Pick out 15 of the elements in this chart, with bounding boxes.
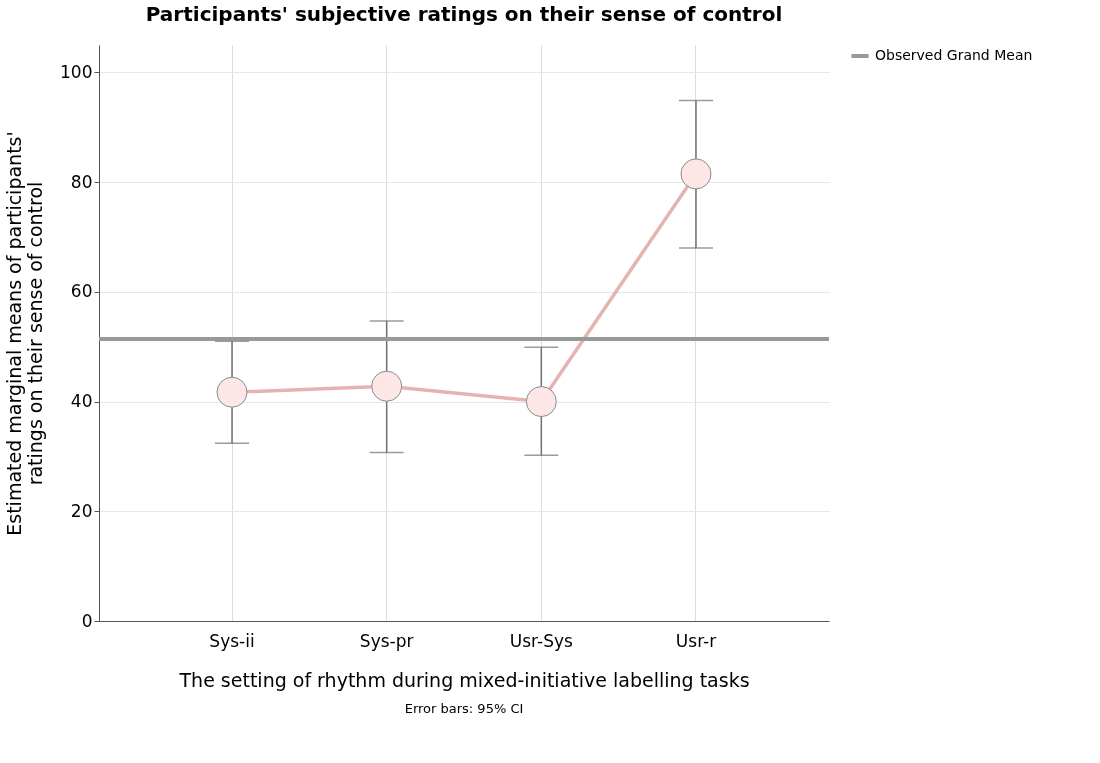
y-tick-label: 0 xyxy=(81,610,93,631)
y-tick-label: 60 xyxy=(70,281,93,302)
x-tick-label: Usr-r xyxy=(675,630,717,651)
y-tick-label: 100 xyxy=(60,61,93,82)
y-tick-label: 80 xyxy=(70,171,93,192)
x-axis-title: The setting of rhythm during mixed-initiative labelling tasks xyxy=(178,668,750,691)
x-tick-label: Sys-pr xyxy=(359,630,414,651)
y-axis-title: Estimated marginal means of participants' ratings on their sense of control xyxy=(3,131,47,536)
chart-title: Participants' subjective ratings on their sense of control xyxy=(145,2,783,26)
legend-label: Observed Grand Mean xyxy=(875,47,1033,63)
x-tick-label: Sys-ii xyxy=(209,630,255,651)
text: Error bars: 95% CI xyxy=(404,701,524,716)
x-tick-label: Usr-Sys xyxy=(509,630,573,651)
y-tick-label: 40 xyxy=(70,391,93,412)
y-tick-label: 20 xyxy=(70,500,93,521)
